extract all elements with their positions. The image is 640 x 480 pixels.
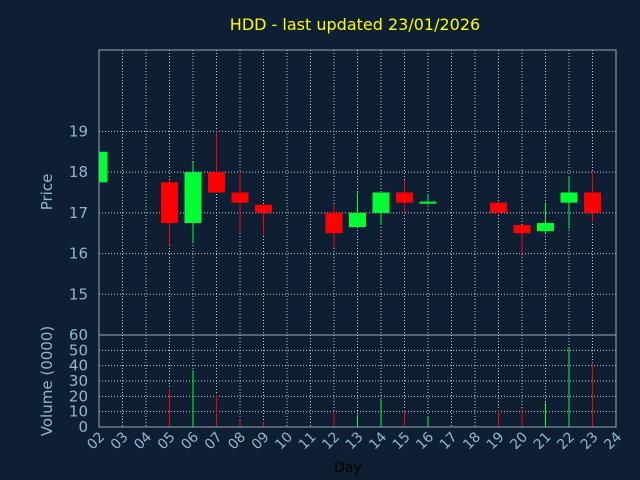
price-tick-label: 17: [69, 204, 88, 222]
x-tick-label: 07: [202, 429, 226, 453]
volume-tick-label: 20: [69, 387, 88, 405]
volume-tick-label: 10: [69, 403, 88, 421]
candle-body: [208, 172, 225, 193]
x-axis-label: Day: [334, 460, 362, 476]
x-tick-label: 11: [296, 429, 320, 453]
x-tick-label: 15: [390, 429, 414, 453]
chart-title: HDD - last updated 23/01/2026: [230, 15, 480, 34]
volume-axis-label: Volume (0000): [38, 326, 56, 436]
volume-tick-label: 60: [69, 326, 88, 344]
x-tick-label: 13: [343, 429, 367, 453]
price-tick-label: 16: [69, 245, 88, 263]
candle-body: [325, 212, 343, 234]
marks-layer: [98, 131, 601, 427]
price-tick-label: 18: [69, 163, 88, 181]
grid-layer: [99, 50, 616, 427]
x-tick-label: 23: [578, 429, 602, 453]
candle-body: [584, 192, 601, 213]
candle-body: [396, 192, 413, 203]
candle-body: [560, 192, 578, 203]
x-tick-label: 05: [155, 429, 179, 453]
x-tick-label: 14: [366, 429, 390, 453]
candle-body: [161, 182, 178, 224]
x-tick-label: 04: [131, 429, 155, 453]
x-tick-label: 10: [272, 429, 296, 453]
candle-body: [372, 192, 390, 213]
x-tick-label: 18: [460, 429, 484, 453]
price-axis-label: Price: [38, 174, 56, 211]
x-tick-label: 24: [601, 429, 625, 453]
x-tick-label: 22: [554, 429, 578, 453]
volume-panel-frame: [98, 334, 617, 428]
volume-tick-label: 0: [78, 418, 88, 436]
candle-body: [513, 225, 531, 234]
x-tick-label: 08: [225, 429, 249, 453]
candle-body: [231, 192, 249, 203]
price-tick-label: 19: [69, 122, 88, 140]
candle-body: [184, 172, 202, 224]
x-tick-label: 12: [319, 429, 343, 453]
candle-body: [349, 212, 366, 228]
x-tick-label: 19: [484, 429, 508, 453]
x-tick-label: 21: [531, 429, 555, 453]
volume-tick-label: 30: [69, 372, 88, 390]
volume-tick-label: 50: [69, 341, 88, 359]
x-tick-label: 06: [178, 429, 202, 453]
x-tick-label: 20: [507, 429, 531, 453]
candle-body: [255, 204, 272, 213]
x-tick-label: 09: [249, 429, 273, 453]
x-tick-label: 17: [437, 429, 461, 453]
candle-body: [537, 223, 554, 232]
candle-body: [99, 151, 108, 183]
volume-tick-label: 40: [69, 357, 88, 375]
candle-body: [490, 202, 507, 213]
x-tick-label: 03: [108, 429, 132, 453]
x-tick-label: 16: [413, 429, 437, 453]
price-tick-label: 15: [69, 285, 88, 303]
